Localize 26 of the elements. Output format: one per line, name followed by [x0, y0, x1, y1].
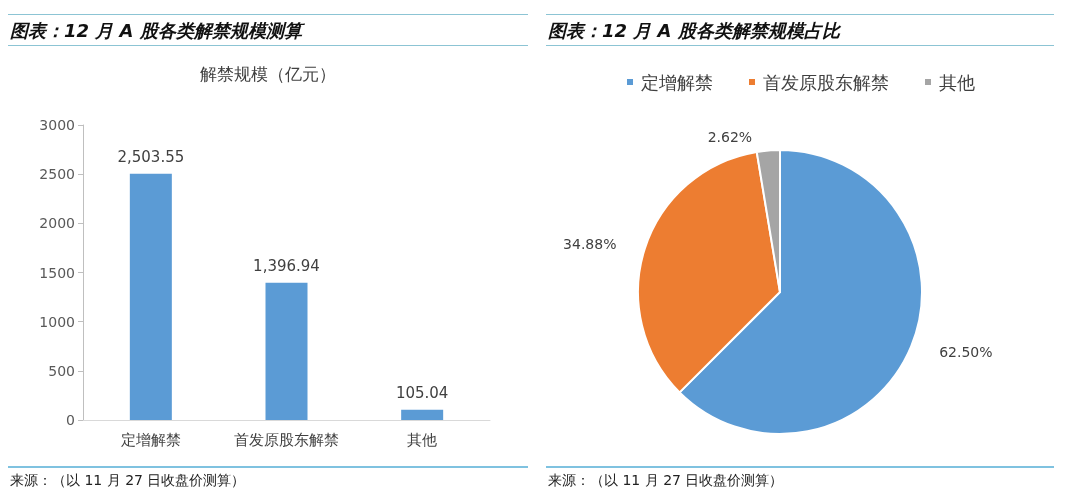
chart-subtitle: 解禁规模（亿元）	[200, 63, 336, 84]
bar	[265, 282, 308, 420]
x-tick-label: 其他	[407, 430, 438, 449]
x-tick-label: 定增解禁	[120, 430, 181, 449]
data-label: 34.88%	[563, 236, 617, 253]
legend-label: 其他	[939, 71, 975, 93]
y-tick-label: 1000	[39, 313, 75, 330]
legend-label: 首发原股东解禁	[763, 71, 889, 93]
y-tick-label: 3000	[39, 117, 75, 133]
data-label: 2.62%	[707, 128, 753, 145]
data-label: 2,503.55	[117, 148, 185, 167]
y-tick-label: 2500	[39, 166, 75, 183]
data-label: 105.04	[395, 384, 449, 403]
y-tick-label: 500	[48, 362, 75, 379]
bar	[129, 173, 172, 420]
source-note: 来源：（以 11 月 27 日收盘价测算）	[548, 472, 785, 490]
y-tick-label: 2000	[39, 215, 75, 232]
legend-label: 定增解禁	[641, 71, 713, 93]
y-tick-label: 0	[66, 412, 75, 428]
source-note: 来源：（以 11 月 27 日收盘价测算）	[10, 472, 247, 490]
x-tick-label: 首发原股东解禁	[234, 430, 339, 449]
y-tick-label: 1500	[39, 264, 75, 281]
bar	[401, 409, 444, 420]
chart-title: 图表：12 月 A 股各类解禁规模占比	[548, 19, 840, 43]
data-label: 62.50%	[939, 343, 993, 360]
data-label: 1,396.94	[253, 257, 320, 276]
